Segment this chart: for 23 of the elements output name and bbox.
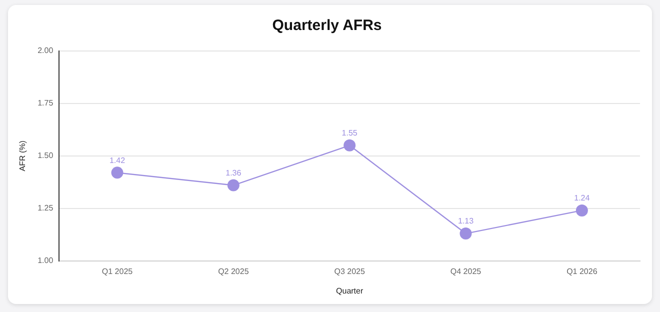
data-label: 1.36 bbox=[226, 168, 242, 178]
data-label: 1.24 bbox=[574, 194, 590, 203]
y-tick-label: 2.00 bbox=[38, 46, 54, 56]
point bbox=[576, 204, 588, 216]
y-axis-title: AFR (%) bbox=[18, 140, 28, 172]
x-tick-label: Q1 2025 bbox=[102, 266, 134, 276]
point bbox=[227, 179, 240, 192]
y-tick-label: 1.00 bbox=[38, 256, 54, 266]
x-tick-label: Q1 2026 bbox=[566, 266, 598, 276]
point bbox=[460, 228, 472, 240]
y-tick-label: 1.50 bbox=[38, 151, 54, 160]
point bbox=[344, 139, 356, 152]
chart-title: Quarterly AFRs bbox=[272, 17, 382, 34]
x-axis-title: Quarter bbox=[336, 286, 364, 296]
y-tick-label: 1.75 bbox=[38, 98, 54, 108]
point bbox=[111, 166, 124, 179]
y-tick-label: 1.25 bbox=[38, 204, 54, 213]
data-label: 1.13 bbox=[458, 216, 474, 226]
data-label: 1.42 bbox=[109, 156, 126, 165]
x-tick-label: Q4 2025 bbox=[450, 266, 482, 276]
x-tick-label: Q3 2025 bbox=[334, 266, 366, 276]
x-tick-label: Q2 2025 bbox=[218, 266, 250, 276]
data-label: 1.55 bbox=[342, 128, 358, 138]
